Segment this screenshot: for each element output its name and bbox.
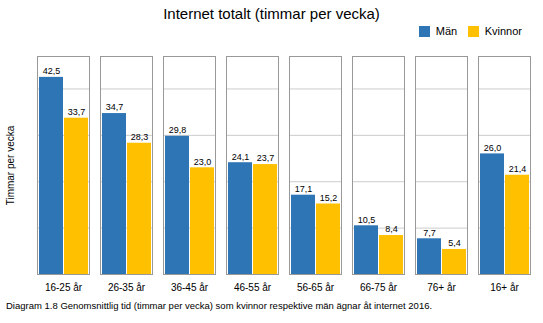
svg-text:28,3: 28,3	[131, 132, 149, 142]
svg-text:16+ år: 16+ år	[490, 282, 519, 293]
svg-text:5,4: 5,4	[448, 238, 461, 248]
svg-text:46-55 år: 46-55 år	[234, 282, 272, 293]
svg-text:23,0: 23,0	[194, 157, 212, 167]
svg-text:26-35 år: 26-35 år	[108, 282, 146, 293]
svg-text:24,1: 24,1	[232, 152, 250, 162]
svg-text:29,8: 29,8	[169, 125, 187, 135]
svg-text:36-45 år: 36-45 år	[171, 282, 209, 293]
svg-text:76+ år: 76+ år	[427, 282, 456, 293]
html-text:Diagram 1.8 Genomsnittlig tid: Diagram 1.8 Genomsnittlig tid (timmar pe…	[6, 300, 433, 311]
svg-text:10,5: 10,5	[358, 215, 376, 225]
svg-text:56-65 år: 56-65 år	[297, 282, 335, 293]
svg-text:7,7: 7,7	[423, 228, 436, 238]
svg-text:Timmar per vecka: Timmar per vecka	[5, 125, 16, 205]
svg-text:21,4: 21,4	[509, 164, 527, 174]
html-text:Internet totalt (timmar per ve: Internet totalt (timmar per vecka)	[163, 5, 380, 22]
svg-text:42,5: 42,5	[43, 66, 61, 76]
svg-text:16-25 år: 16-25 år	[45, 282, 83, 293]
html-text:Kvinnor: Kvinnor	[484, 25, 522, 38]
svg-text:8,4: 8,4	[385, 224, 398, 234]
svg-text:66-75 år: 66-75 år	[360, 282, 398, 293]
svg-text:34,7: 34,7	[106, 102, 124, 112]
svg-text:23,7: 23,7	[257, 153, 275, 163]
html-text:Män: Män	[435, 25, 458, 38]
svg-text:26,0: 26,0	[484, 143, 502, 153]
svg-text:15,2: 15,2	[320, 193, 338, 203]
svg-text:17,1: 17,1	[295, 184, 313, 194]
svg-text:33,7: 33,7	[68, 107, 86, 117]
